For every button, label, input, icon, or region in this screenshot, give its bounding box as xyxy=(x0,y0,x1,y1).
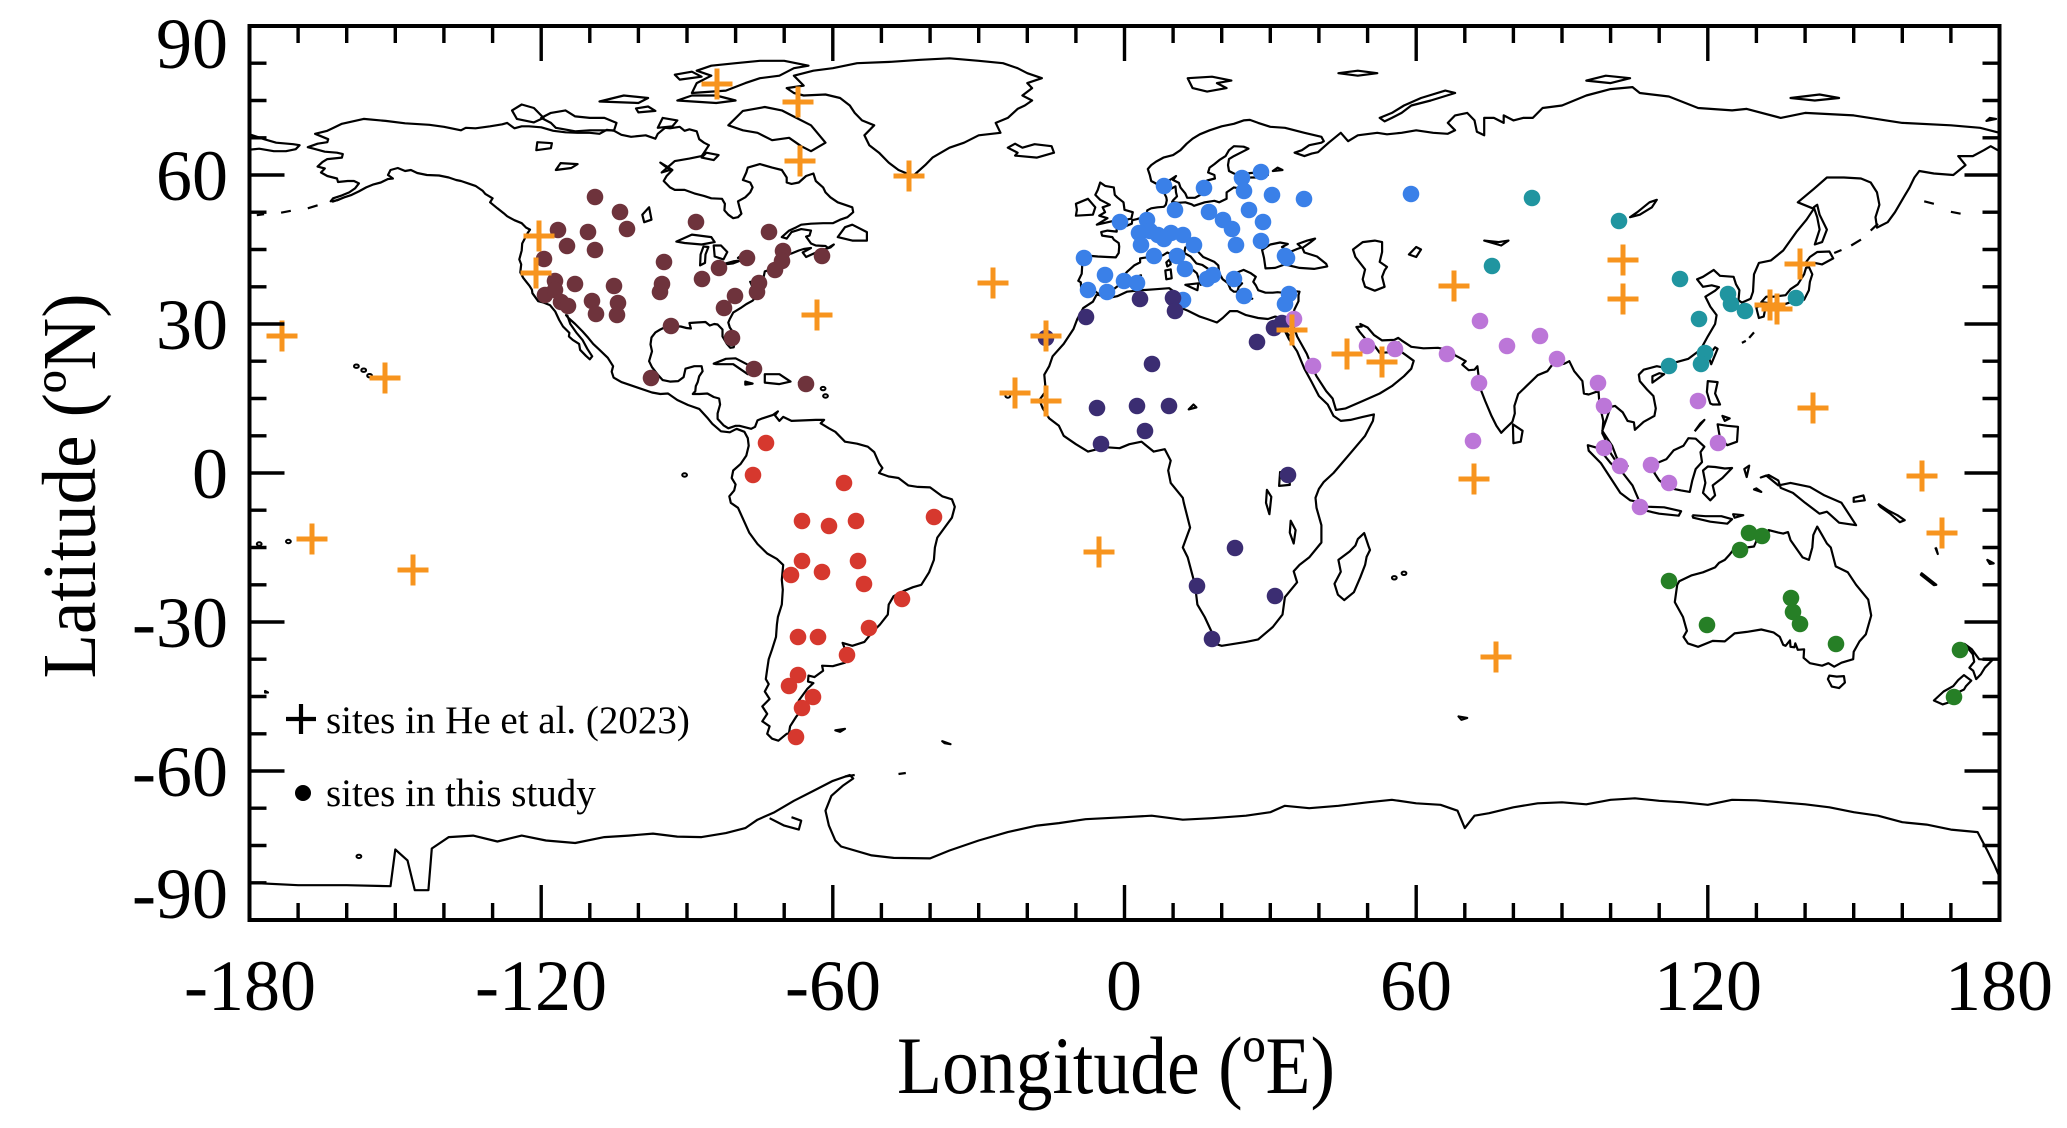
svg-text:0: 0 xyxy=(192,434,228,514)
svg-text:Longitude (ºE): Longitude (ºE) xyxy=(897,1020,1335,1111)
svg-text:sites in this study: sites in this study xyxy=(326,772,596,815)
svg-text:Latitude (ºN): Latitude (ºN) xyxy=(28,294,112,679)
svg-text:120: 120 xyxy=(1654,946,1762,1026)
svg-text:-180: -180 xyxy=(184,946,316,1026)
svg-text:60: 60 xyxy=(1380,946,1452,1026)
svg-text:-30: -30 xyxy=(132,583,228,663)
svg-text:90: 90 xyxy=(156,4,228,84)
svg-text:180: 180 xyxy=(1945,946,2053,1026)
svg-text:-90: -90 xyxy=(132,854,228,934)
svg-text:30: 30 xyxy=(156,285,228,365)
svg-text:-60: -60 xyxy=(785,946,881,1026)
svg-text:sites in He et al. (2023): sites in He et al. (2023) xyxy=(326,699,690,742)
svg-text:-120: -120 xyxy=(475,946,607,1026)
svg-text:60: 60 xyxy=(156,136,228,216)
svg-text:0: 0 xyxy=(1106,946,1142,1026)
svg-text:-60: -60 xyxy=(132,732,228,812)
